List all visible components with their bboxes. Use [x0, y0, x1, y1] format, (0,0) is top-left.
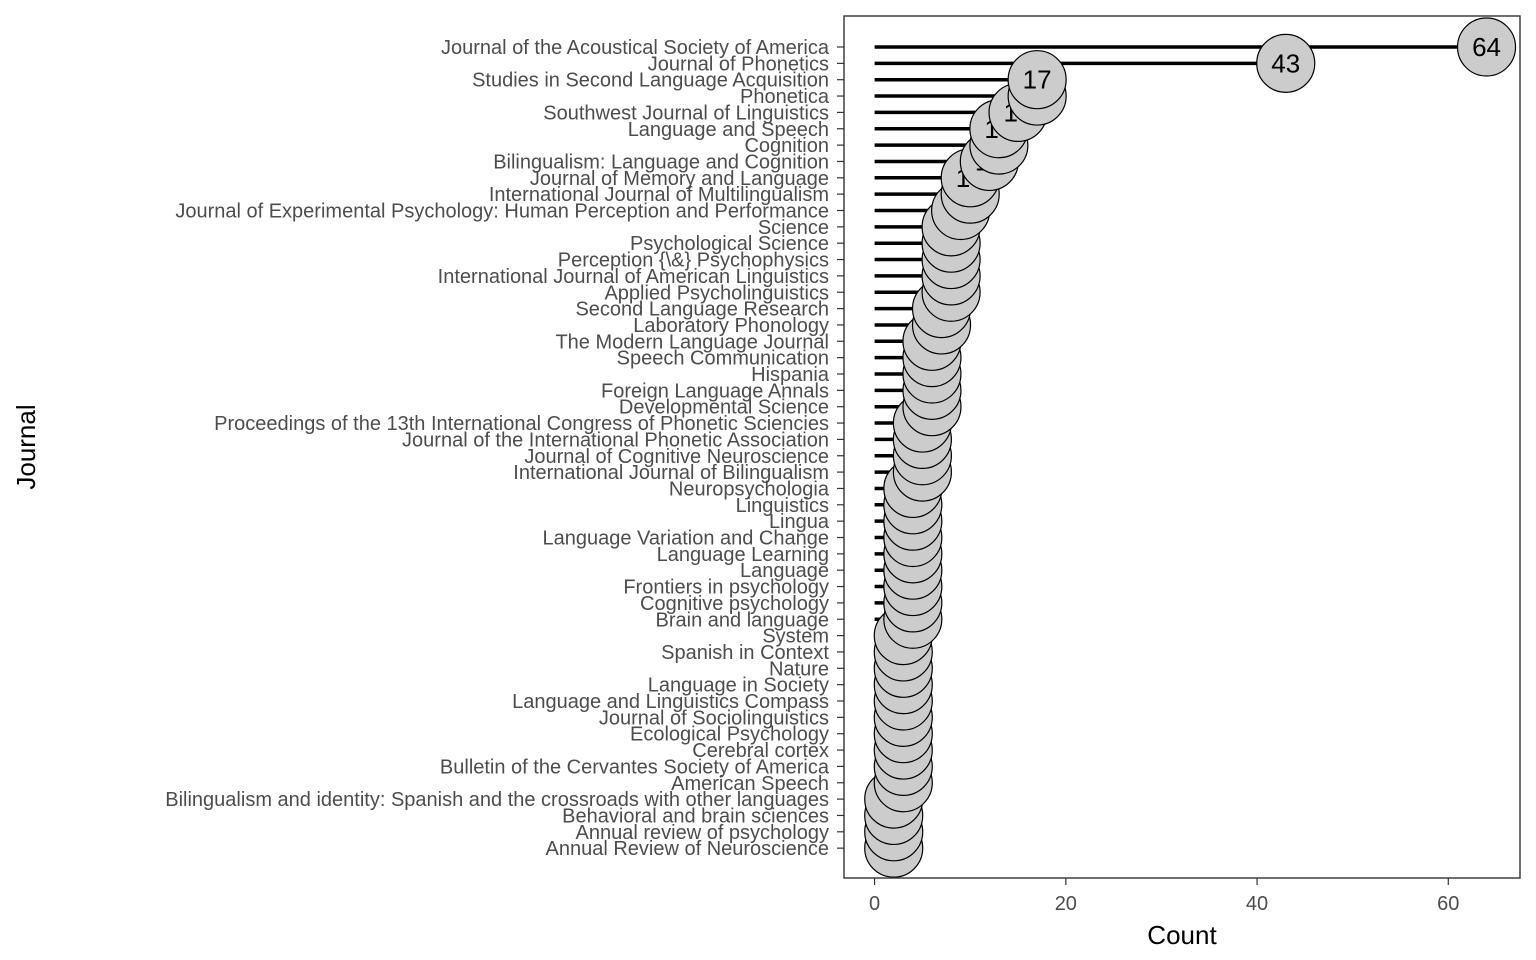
y-tick-label: System [762, 626, 829, 648]
y-tick-label: Spanish in Context [661, 642, 829, 664]
y-tick-label: Journal of Experimental Psychology: Huma… [175, 201, 829, 223]
y-tick-label: Language Learning [657, 544, 829, 566]
x-axis: 0 20 40 60 [869, 878, 1459, 915]
y-tick-label: Science [758, 217, 829, 239]
y-tick-label: Bilingualism: Language and Cognition [493, 151, 829, 173]
y-tick-label: Psychological Science [630, 233, 829, 255]
y-tick-label: Cognition [744, 135, 829, 157]
x-tick-label: 0 [869, 893, 880, 915]
y-tick-label: International Journal of American Lingui… [438, 266, 829, 288]
x-tick-label: 40 [1246, 893, 1268, 915]
y-tick-label: Journal of the International Phonetic As… [402, 429, 829, 451]
y-tick-label: Journal of Cognitive Neuroscience [524, 446, 829, 468]
y-tick-label: Language and Speech [628, 119, 829, 141]
y-tick-label: Journal of Memory and Language [530, 168, 829, 190]
y-tick-label: Lingua [769, 511, 830, 533]
y-tick-label: Frontiers in psychology [623, 577, 829, 599]
y-tick-label: Journal of the Acoustical Society of Ame… [441, 37, 830, 59]
point-layer: 2222333333333344444444455556666677888889… [864, 17, 1517, 878]
y-tick-label: Cerebral cortex [692, 740, 829, 762]
y-tick-label: Annual Review of Neuroscience [546, 838, 830, 860]
y-tick-label: Proceedings of the 13th International Co… [214, 413, 829, 435]
value-label: 64 [1472, 32, 1501, 62]
x-axis-title: Count [1147, 920, 1217, 950]
y-tick-label: Hispania [751, 364, 830, 386]
y-tick-label: Laboratory Phonology [633, 315, 829, 337]
y-axis-title: Journal [11, 404, 41, 489]
y-tick-label: Journal of Sociolinguistics [599, 707, 829, 729]
y-tick-label: International Journal of Multilingualism [489, 184, 829, 206]
y-tick-label: Brain and language [656, 609, 829, 631]
y-tick-label: Southwest Journal of Linguistics [543, 102, 829, 124]
y-tick-label: Phonetica [740, 86, 830, 108]
y-tick-label: International Journal of Bilingualism [513, 462, 829, 484]
x-tick-label: 20 [1055, 893, 1077, 915]
y-tick-label: Ecological Psychology [630, 724, 829, 746]
y-tick-label: Applied Psycholinguistics [604, 282, 829, 304]
y-tick-label: Nature [769, 658, 829, 680]
y-tick-label: Language Variation and Change [542, 528, 829, 550]
point-marker [1007, 50, 1067, 110]
y-tick-label: Behavioral and brain sciences [562, 805, 829, 827]
point-marker [1256, 33, 1316, 93]
y-tick-label: Perception {\&} Psychophysics [558, 250, 829, 272]
point-marker [1456, 17, 1517, 77]
y-tick-label: Bilingualism and identity: Spanish and t… [165, 789, 829, 811]
y-tick-label: Neuropsychologia [669, 478, 830, 500]
y-tick-label: Studies in Second Language Acquisition [472, 70, 829, 92]
y-axis: Journal of the Acoustical Society of Ame… [165, 37, 844, 860]
y-tick-label: Annual review of psychology [576, 822, 829, 844]
y-tick-label: The Modern Language Journal [555, 331, 829, 353]
plot-panel-border [843, 15, 1521, 879]
data-point: 64 [1456, 17, 1517, 77]
y-tick-label: American Speech [671, 773, 829, 795]
y-tick-label: Foreign Language Annals [601, 380, 829, 402]
y-tick-label: Bulletin of the Cervantes Society of Ame… [440, 756, 830, 778]
y-tick-label: Developmental Science [619, 397, 829, 419]
y-tick-label: Cognitive psychology [640, 593, 829, 615]
y-tick-label: Language in Society [648, 675, 829, 697]
y-tick-label: Linguistics [736, 495, 829, 517]
y-tick-label: Journal of Phonetics [648, 53, 829, 75]
value-label: 17 [1023, 65, 1052, 95]
y-tick-label: Language [740, 560, 829, 582]
data-point: 17 [1007, 50, 1067, 110]
data-point: 43 [1256, 33, 1316, 93]
y-tick-label: Speech Communication [617, 348, 829, 370]
value-label: 43 [1271, 48, 1300, 78]
y-tick-label: Language and Linguistics Compass [512, 691, 829, 713]
x-tick-label: 60 [1437, 893, 1459, 915]
y-tick-label: Second Language Research [575, 299, 829, 321]
